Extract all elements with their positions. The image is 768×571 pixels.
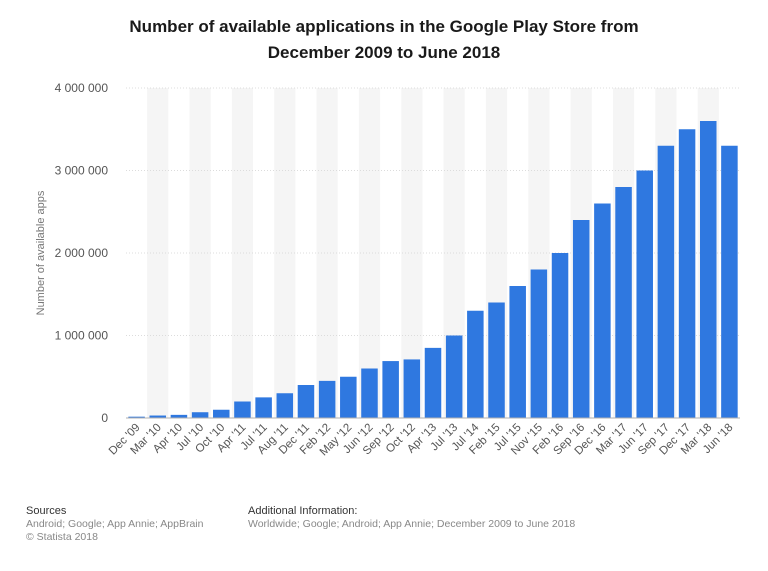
- bar: [276, 393, 294, 418]
- bar: [361, 368, 378, 418]
- y-tick-label: 4 000 000: [55, 81, 109, 95]
- bar: [657, 145, 675, 418]
- bar: [572, 220, 590, 418]
- y-tick-label: 1 000 000: [55, 329, 109, 343]
- bar: [234, 401, 251, 418]
- bar: [318, 380, 336, 418]
- bar: [551, 253, 569, 418]
- bar: [530, 269, 548, 418]
- bar: [297, 385, 315, 418]
- bar: [149, 415, 167, 418]
- bar: [445, 335, 463, 418]
- additional-info-text: Worldwide; Google; Android; App Annie; D…: [248, 518, 576, 530]
- sources-block: Sources Android; Google; App Annie; AppB…: [26, 505, 203, 544]
- bar: [467, 310, 484, 418]
- bar: [615, 187, 632, 418]
- column-band: [147, 88, 169, 418]
- column-band: [274, 88, 296, 418]
- bar: [488, 302, 505, 418]
- bar: [509, 286, 526, 418]
- bar: [594, 203, 611, 418]
- chart-title-line1: Number of available applications in the …: [129, 17, 639, 36]
- bar: [699, 121, 717, 418]
- bar: [213, 409, 230, 418]
- additional-info-heading: Additional Information:: [248, 505, 358, 517]
- bar: [424, 347, 442, 418]
- y-tick-label: 0: [101, 411, 108, 425]
- copyright-text: © Statista 2018: [26, 531, 98, 543]
- additional-info-block: Additional Information: Worldwide; Googl…: [248, 505, 575, 531]
- bar: [191, 412, 209, 418]
- bar: [170, 414, 188, 418]
- bar: [721, 145, 738, 418]
- column-band: [189, 88, 211, 418]
- chart-title-line2: December 2009 to June 2018: [267, 43, 501, 62]
- sources-text: Android; Google; App Annie; AppBrain: [26, 518, 204, 530]
- y-axis-title: Number of available apps: [35, 190, 47, 315]
- bar: [255, 397, 272, 418]
- bar: [636, 170, 653, 418]
- bar: [403, 359, 421, 418]
- bar: [340, 376, 357, 418]
- sources-heading: Sources: [26, 505, 67, 517]
- bar: [678, 129, 696, 418]
- bar: [382, 361, 399, 418]
- chart-title: Number of available applications in the …: [0, 14, 768, 66]
- y-tick-label: 3 000 000: [55, 164, 109, 178]
- y-tick-label: 2 000 000: [55, 246, 109, 260]
- bar: [128, 416, 145, 418]
